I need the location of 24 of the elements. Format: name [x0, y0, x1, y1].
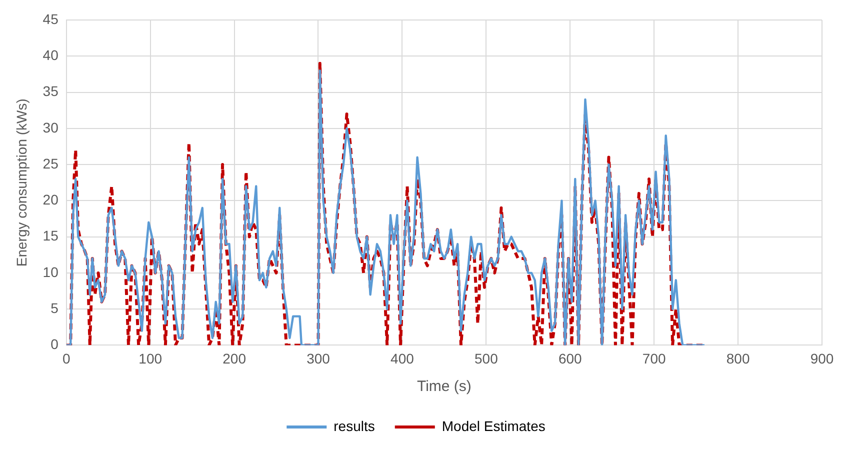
- y-tick-label: 45: [42, 10, 59, 27]
- y-axis-title: Energy consumption (kWs): [13, 98, 30, 267]
- legend-label: results: [334, 418, 375, 434]
- x-tick-label: 300: [306, 350, 330, 366]
- x-axis-title: Time (s): [416, 378, 472, 396]
- y-tick-label: 10: [42, 264, 59, 280]
- y-tick-label: 30: [42, 119, 59, 136]
- x-tick-label: 900: [810, 350, 834, 366]
- x-tick-label: 800: [726, 350, 750, 366]
- y-tick-label: 25: [42, 155, 59, 172]
- x-tick-label: 200: [222, 350, 246, 366]
- legend-label: Model Estimates: [442, 418, 546, 434]
- x-tick-label: 400: [390, 350, 414, 366]
- y-tick-label: 15: [42, 228, 59, 244]
- x-tick-label: 600: [558, 350, 582, 366]
- y-tick-label: 0: [50, 336, 59, 352]
- x-tick-label: 0: [62, 350, 70, 366]
- x-tick-label: 700: [642, 350, 666, 366]
- y-tick-label: 5: [50, 300, 59, 316]
- y-tick-label: 35: [42, 83, 59, 100]
- y-tick-label: 40: [42, 46, 59, 63]
- y-tick-label: 20: [42, 192, 59, 208]
- x-tick-label: 100: [138, 350, 162, 366]
- x-tick-label: 500: [474, 350, 498, 366]
